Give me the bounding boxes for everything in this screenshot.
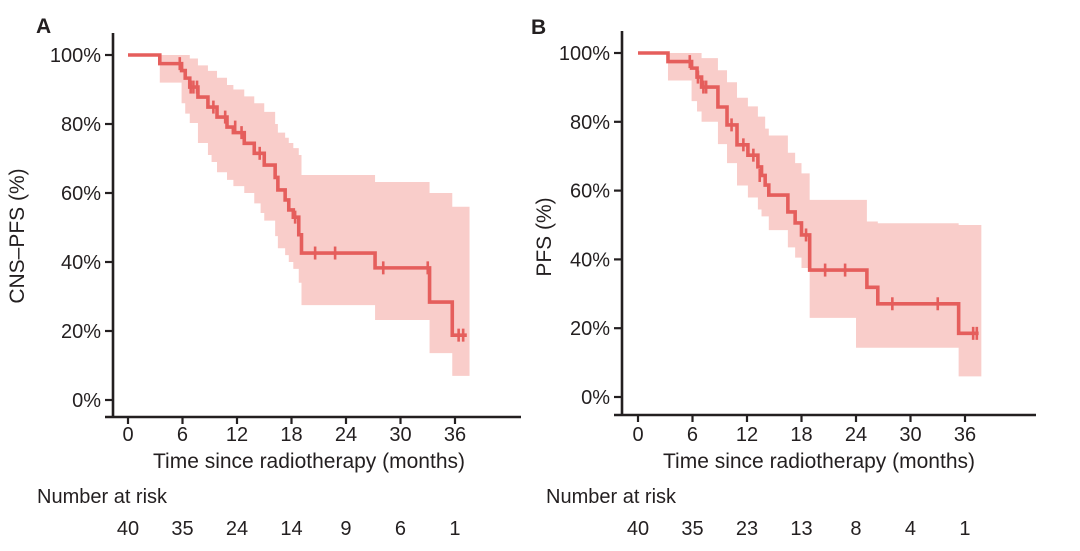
y-tick-label: 100% xyxy=(559,43,610,65)
y-tick-label: 60% xyxy=(570,181,610,203)
y-tick-label: 60% xyxy=(61,183,101,205)
y-tick-label: 0% xyxy=(72,390,101,412)
risk-count: 6 xyxy=(395,518,406,540)
risk-count: 23 xyxy=(736,518,758,540)
y-tick-label: 40% xyxy=(61,252,101,274)
panel-b-letter: B xyxy=(531,16,546,39)
panel-b-plot: 0% 20% 40% 60% 80% 100% 0 40 6 35 12 23 18 13 24 8 30 4 36… xyxy=(559,31,1036,540)
panel-a: 0% 20% 40% 60% 80% 100% 0 40 6 35 12 24 18 14 24 9 30 6 36… xyxy=(6,15,521,540)
x-tick-label: 0 xyxy=(122,424,133,446)
risk-count: 35 xyxy=(681,518,703,540)
x-tick-label: 18 xyxy=(790,424,812,446)
panel-a-plot: 0% 20% 40% 60% 80% 100% 0 40 6 35 12 24 18 14 24 9 30 6 36… xyxy=(50,33,521,540)
x-tick-label: 24 xyxy=(335,424,357,446)
confidence-band xyxy=(638,53,982,377)
x-tick-label: 36 xyxy=(444,424,466,446)
panel-b: 0% 20% 40% 60% 80% 100% 0 40 6 35 12 23 18 13 24 8 30 4 36… xyxy=(531,16,1036,540)
x-tick-label: 30 xyxy=(899,424,921,446)
risk-count: 40 xyxy=(117,518,139,540)
risk-count: 1 xyxy=(449,518,460,540)
y-tick-label: 20% xyxy=(61,321,101,343)
panel-b-y-axis-title: PFS (%) xyxy=(533,197,556,276)
risk-count: 13 xyxy=(790,518,812,540)
risk-count: 14 xyxy=(280,518,302,540)
panel-a-letter: A xyxy=(36,15,51,38)
panel-b-x-axis-title: Time since radiotherapy (months) xyxy=(663,450,975,473)
panel-b-number-at-risk-label: Number at risk xyxy=(546,486,677,508)
x-tick-label: 6 xyxy=(687,424,698,446)
y-tick-label: 20% xyxy=(570,318,610,340)
risk-count: 8 xyxy=(850,518,861,540)
risk-count: 35 xyxy=(171,518,193,540)
x-tick-label: 18 xyxy=(280,424,302,446)
panel-a-number-at-risk-label: Number at risk xyxy=(37,486,168,508)
y-tick-label: 80% xyxy=(61,114,101,136)
risk-count: 24 xyxy=(226,518,248,540)
x-tick-label: 24 xyxy=(845,424,867,446)
x-tick-label: 0 xyxy=(632,424,643,446)
x-tick-label: 12 xyxy=(736,424,758,446)
x-tick-label: 36 xyxy=(954,424,976,446)
panel-a-y-axis-title: CNS–PFS (%) xyxy=(6,168,29,303)
risk-count: 1 xyxy=(959,518,970,540)
km-curve xyxy=(638,51,979,336)
x-tick-label: 30 xyxy=(389,424,411,446)
x-tick-label: 6 xyxy=(177,424,188,446)
y-tick-label: 0% xyxy=(581,387,610,409)
panel-a-x-axis-title: Time since radiotherapy (months) xyxy=(153,450,465,473)
y-tick-label: 100% xyxy=(50,45,101,67)
risk-count: 40 xyxy=(627,518,649,540)
risk-count: 9 xyxy=(340,518,351,540)
risk-count: 4 xyxy=(905,518,916,540)
y-tick-label: 80% xyxy=(570,112,610,134)
x-tick-label: 12 xyxy=(226,424,248,446)
y-tick-label: 40% xyxy=(570,249,610,271)
